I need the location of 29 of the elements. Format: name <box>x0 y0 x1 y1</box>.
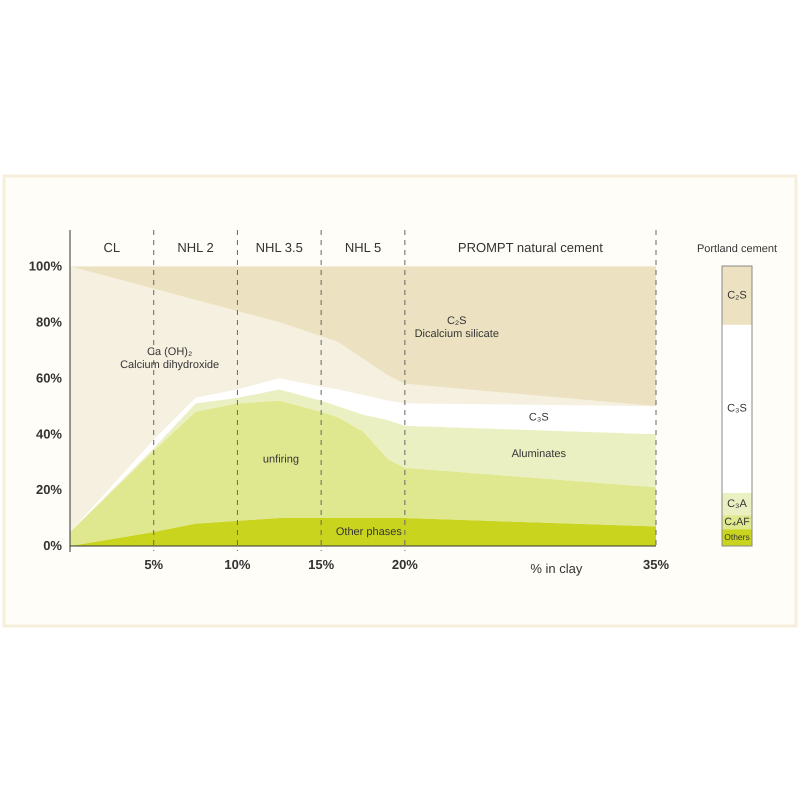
y-tick-label: 80% <box>36 314 62 330</box>
y-tick-label: 0% <box>43 538 62 554</box>
series-label: Ca (OH)₂ Calcium dihydroxide <box>120 346 220 371</box>
annotation: NHL 3.5 <box>256 240 303 255</box>
x-tick-label: 20% <box>392 557 418 572</box>
x-tick-label: 35% <box>642 557 670 572</box>
series-label: Others <box>724 532 750 542</box>
series-label: Other phases <box>336 526 402 538</box>
annotation: CL <box>104 240 120 255</box>
x-tick-label: 10% <box>224 557 251 572</box>
series-label: C₃S <box>727 402 747 415</box>
annotation: NHL 2 <box>177 240 214 255</box>
series-label: C₂S Dicalcium silicate <box>414 314 499 340</box>
x-axis-title: % in clay <box>530 561 583 576</box>
series-label: unfiring <box>262 453 299 466</box>
y-tick-label: 100% <box>28 258 62 274</box>
series-label: C₂S <box>727 289 747 302</box>
y-tick-label: 20% <box>36 482 62 498</box>
x-tick-label: 5% <box>144 557 164 572</box>
series-label: C₃S <box>528 411 549 424</box>
y-tick-label: 60% <box>36 370 62 386</box>
series-label: C₃A <box>727 498 748 510</box>
series-label: Aluminates <box>512 448 567 460</box>
y-tick-label: 40% <box>36 426 62 442</box>
chart-title: Portland cement <box>696 243 778 255</box>
annotation: PROMPT natural cement <box>458 240 604 255</box>
series-label: C₄AF <box>724 516 750 528</box>
x-tick-label: 15% <box>308 557 335 572</box>
annotation: NHL 5 <box>344 240 382 255</box>
